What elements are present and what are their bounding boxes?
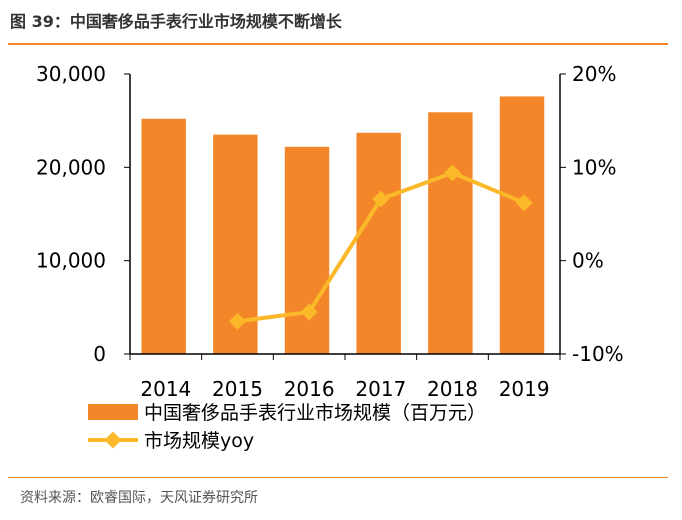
x-tick-label: 2018 (427, 377, 478, 401)
left-tick-label: 20,000 (36, 155, 106, 179)
right-tick-label: 20% (572, 62, 616, 86)
left-tick-label: 10,000 (36, 249, 106, 273)
yoy-point (372, 190, 390, 208)
bar-2019 (499, 96, 545, 355)
bar-2018 (428, 112, 473, 355)
legend-bar-swatch (88, 404, 138, 420)
source-note: 资料来源：欧睿国际，天风证券研究所 (20, 490, 258, 506)
x-tick-label: 2015 (212, 377, 263, 401)
yoy-point (444, 164, 461, 182)
right-tick-label: 10% (572, 155, 616, 179)
legend-bar-label: 中国奢侈品手表行业市场规模（百万元） (144, 402, 486, 424)
right-tick-label: 0% (572, 249, 604, 273)
left-tick-label: 30,000 (36, 62, 106, 86)
right-tick-label: -10% (572, 342, 624, 366)
yoy-point (300, 303, 318, 321)
legend-line-label: 市场规模yoy (144, 430, 254, 452)
bar-2017 (356, 132, 401, 354)
figure-title: 图 39：中国奢侈品手表行业市场规模不断增长 (10, 12, 342, 31)
legend-line-marker (104, 431, 122, 449)
x-tick-label: 2016 (284, 377, 335, 401)
left-tick-label: 0 (93, 342, 106, 366)
x-tick-label: 2019 (499, 377, 550, 401)
yoy-point (515, 194, 533, 212)
yoy-point (229, 312, 246, 330)
bar-2014 (141, 118, 186, 354)
bar-2016 (284, 146, 330, 354)
chart: 0 10,000 20,000 30,000 -10% 0% 10% 20% 2014 2015 2… (36, 62, 624, 452)
source-divider (8, 477, 668, 478)
x-tick-label: 2014 (140, 377, 191, 401)
title-divider (8, 43, 668, 45)
x-tick-label: 2017 (355, 377, 406, 401)
